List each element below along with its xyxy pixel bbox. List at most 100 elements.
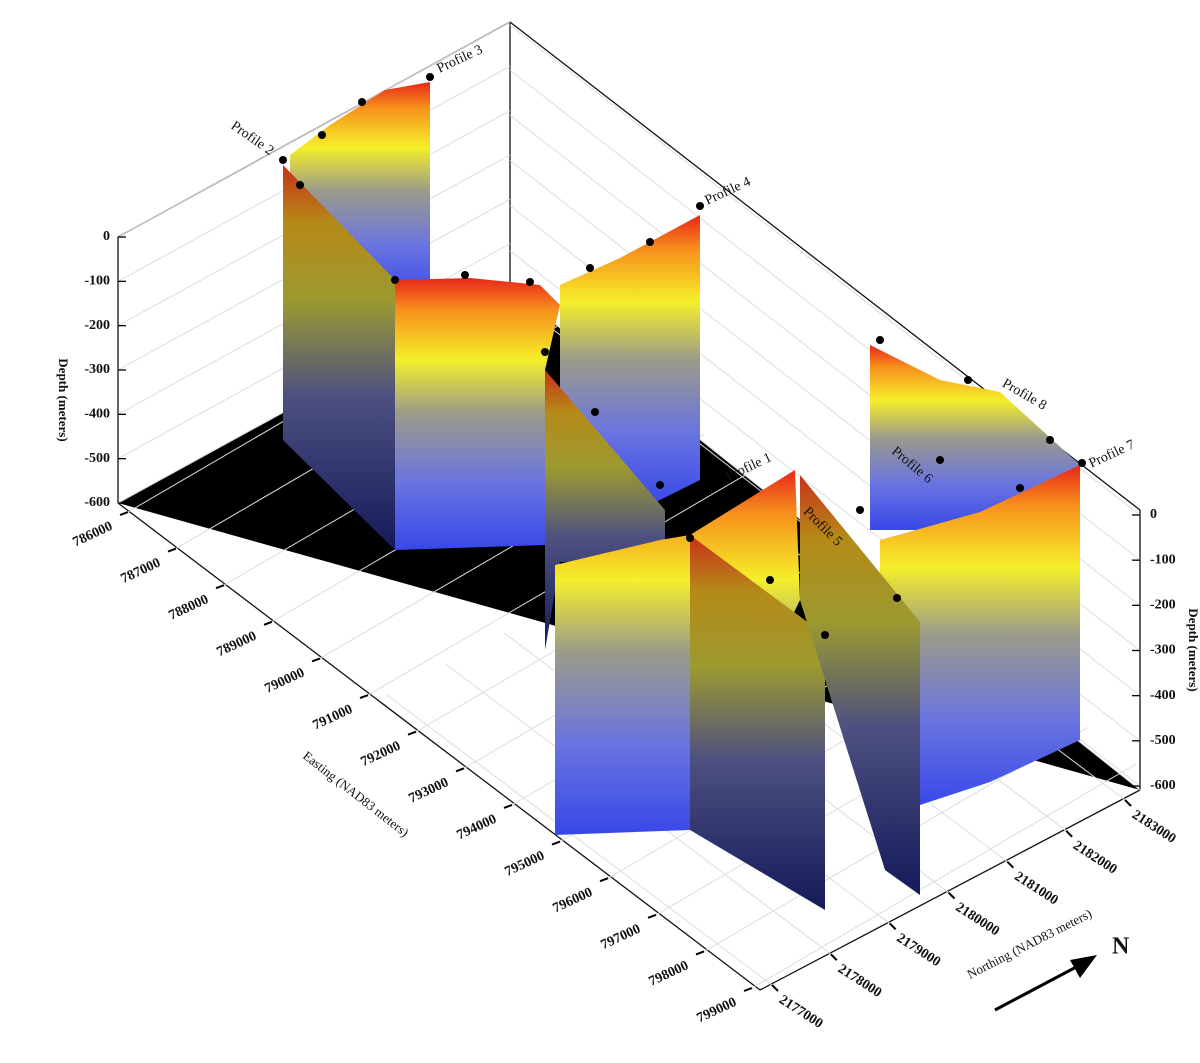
z-tick-label: 2180000 [953, 900, 1002, 939]
station [646, 238, 654, 246]
grid-line [751, 763, 1137, 989]
fences [279, 73, 1086, 910]
x-tick-label: 792000 [359, 739, 403, 770]
station [936, 456, 944, 464]
station [893, 594, 901, 602]
grid-line [117, 21, 511, 238]
station [876, 336, 884, 344]
x-tick-label: 795000 [503, 848, 547, 879]
tick-mark [1006, 860, 1015, 869]
station [1078, 459, 1086, 467]
tick-mark [771, 984, 779, 992]
fence-panel [395, 278, 560, 550]
profile-label: Profile 7 [1087, 437, 1137, 471]
y-tick-label: -400 [1150, 688, 1176, 703]
tick-mark [1124, 799, 1132, 807]
station [731, 496, 739, 504]
tick-mark [599, 877, 609, 883]
fence-panel [555, 470, 800, 835]
station [591, 408, 599, 416]
station [391, 276, 399, 284]
profile-label: Profile 3 [435, 42, 485, 76]
north-label: N [1112, 934, 1130, 960]
y-tick-label: -400 [84, 407, 110, 422]
station [1016, 484, 1024, 492]
profile-label: Profile 2 [228, 119, 276, 159]
station [426, 73, 434, 81]
x-tick-label: 790000 [263, 665, 307, 696]
tick-mark [888, 922, 897, 931]
axis-title: Easting (NAD83 meters) [300, 748, 412, 840]
tick-mark [167, 547, 177, 553]
tick-mark [263, 620, 273, 626]
station [279, 156, 287, 164]
tick-mark [311, 657, 321, 663]
tick-mark [695, 950, 705, 956]
x-tick-label: 789000 [215, 629, 259, 660]
x-tick-label: 798000 [647, 958, 691, 989]
axis-title: Depth (meters) [56, 358, 71, 441]
fence-panel [283, 165, 395, 550]
y-tick-label: -300 [84, 362, 110, 377]
station [696, 202, 704, 210]
station [318, 131, 326, 139]
tick-mark [359, 694, 369, 700]
y-tick-label: 0 [103, 229, 110, 244]
z-tick-label: 2179000 [894, 931, 943, 970]
x-tick-label: 788000 [167, 592, 211, 623]
tick-mark [455, 767, 465, 773]
x-tick-label: 791000 [311, 702, 355, 733]
tick-mark [743, 987, 753, 992]
fence-panel [880, 465, 1080, 805]
y-tick-label: -600 [1150, 778, 1176, 793]
y-tick-label: -500 [84, 451, 110, 466]
x-tick-label: 794000 [455, 812, 499, 843]
tick-mark [947, 891, 956, 900]
fence-panel [545, 370, 665, 650]
station [821, 631, 829, 639]
x-tick-label: 786000 [71, 519, 115, 550]
station [686, 534, 694, 542]
station [856, 506, 864, 514]
fence-panel [690, 535, 825, 910]
profile-label: Profile 4 [703, 174, 753, 208]
x-tick-label: 793000 [407, 775, 451, 806]
y-tick-label: -100 [1150, 552, 1176, 567]
y-tick-label: -600 [84, 495, 110, 510]
north-arrow-head [1070, 955, 1097, 978]
axis-title: Depth (meters) [1186, 608, 1200, 691]
tick-mark [551, 840, 561, 846]
fence-panel [870, 345, 1080, 530]
station [1046, 436, 1054, 444]
tick-mark [503, 803, 513, 809]
y-tick-label: -500 [1150, 733, 1176, 748]
station-dots [279, 73, 1086, 639]
tick-mark [830, 953, 838, 961]
station [964, 376, 972, 384]
tick-mark [215, 584, 225, 590]
y-tick-label: -200 [84, 318, 110, 333]
y-tick-label: -300 [1150, 643, 1176, 658]
x-tick-label: 797000 [599, 922, 643, 953]
fence-panel [800, 475, 920, 895]
station [656, 481, 664, 489]
x-tick-label: 799000 [695, 995, 739, 1026]
z-tick-label: 2178000 [835, 962, 884, 1001]
tick-mark [119, 511, 129, 516]
z-tick-label: 2183000 [1129, 807, 1178, 846]
y-tick-label: 0 [1150, 507, 1157, 522]
x-tick-label: 796000 [551, 885, 595, 916]
y-tick-label: -100 [84, 274, 110, 289]
station [526, 278, 534, 286]
station [296, 181, 304, 189]
tick-mark [1065, 830, 1073, 838]
box-edge [117, 502, 1141, 991]
z-tick-label: 2181000 [1011, 869, 1060, 908]
z-tick-label: 2182000 [1070, 838, 1119, 877]
y-tick-label: -200 [1150, 598, 1176, 613]
station [358, 98, 366, 106]
x-tick-label: 787000 [119, 556, 163, 587]
z-tick-label: 2177000 [776, 992, 825, 1031]
station [541, 348, 549, 356]
